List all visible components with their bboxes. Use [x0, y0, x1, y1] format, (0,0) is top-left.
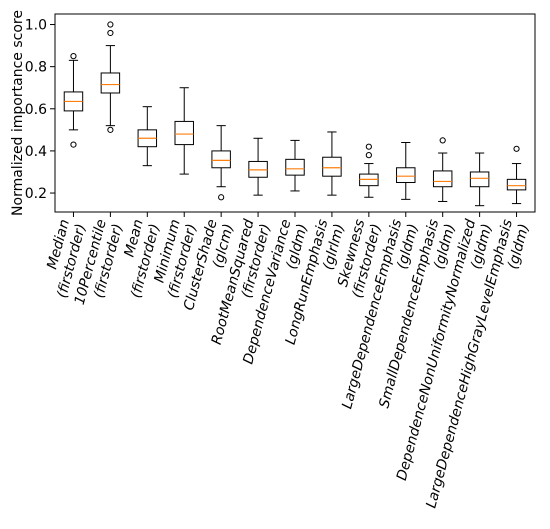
box-series [63, 21, 527, 207]
outlier-point [365, 152, 372, 159]
box-iqr [285, 158, 305, 176]
x-axis: Median(firstorder)10Percentile(firstorde… [44, 212, 532, 510]
box-iqr [396, 167, 416, 184]
box-iqr [506, 178, 527, 191]
outlier-point [513, 145, 520, 152]
outlier-point [365, 143, 372, 150]
box-iqr [469, 171, 490, 188]
box-group [285, 139, 305, 192]
y-tick-label: 0.8 [25, 60, 47, 76]
box-group [63, 53, 84, 148]
box-group [211, 125, 231, 201]
box-group [322, 131, 342, 196]
y-tick-label: 0.6 [25, 102, 47, 118]
outlier-point [107, 29, 114, 37]
box-group [100, 21, 121, 133]
y-axis-title: Normalized importance score [10, 10, 26, 216]
outlier-point [70, 141, 77, 148]
y-tick-label: 0.4 [25, 144, 47, 160]
box-group [432, 137, 453, 202]
box-iqr [432, 170, 453, 188]
box-group [359, 143, 379, 198]
box-iqr [211, 150, 231, 169]
box-group [396, 141, 416, 200]
y-axis: 0.2 0.4 0.6 0.8 1.0 [25, 18, 55, 202]
outlier-point [218, 194, 225, 201]
outlier-point [107, 126, 114, 133]
box-group [137, 106, 158, 167]
outlier-point [70, 53, 77, 60]
outlier-point [107, 21, 114, 28]
box-group [469, 152, 490, 207]
y-tick-label: 0.2 [25, 186, 47, 202]
box-iqr [322, 156, 342, 177]
box-group [506, 145, 527, 205]
outlier-point [439, 137, 446, 144]
box-group [248, 137, 268, 196]
box-iqr [174, 120, 194, 146]
y-tick-label: 1.0 [25, 18, 47, 34]
box-iqr [100, 72, 121, 94]
box-group [174, 87, 194, 175]
